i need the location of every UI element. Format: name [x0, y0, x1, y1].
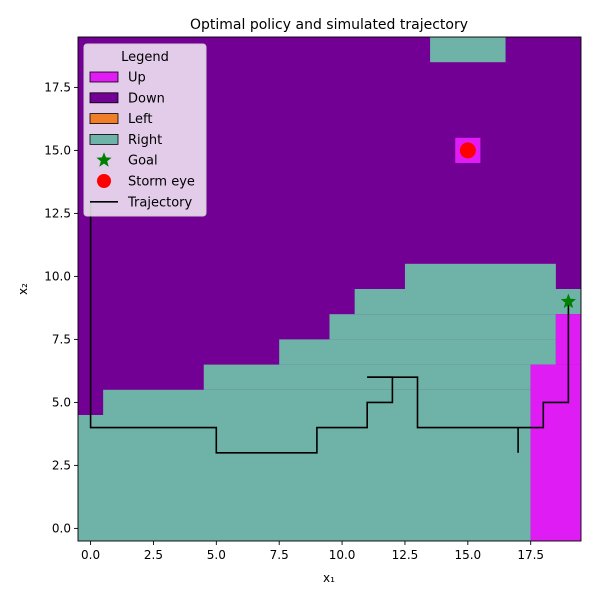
legend-label-down: Down — [128, 91, 165, 106]
y-tick-label: 17.5 — [44, 80, 71, 94]
legend-label-goal: Goal — [128, 154, 158, 169]
x-axis-label: x₁ — [323, 571, 335, 585]
y-tick-label: 0.0 — [52, 521, 71, 535]
chart-title: Optimal policy and simulated trajectory — [190, 17, 468, 33]
goal-marker — [560, 293, 576, 309]
x-tick-label: 10.0 — [329, 548, 356, 562]
x-tick-label: 12.5 — [392, 548, 419, 562]
policy-region-up-8 — [530, 364, 581, 541]
trajectory-segment-0 — [89, 200, 394, 454]
x-tick-label: 17.5 — [517, 548, 544, 562]
legend-swatch-right — [89, 133, 119, 145]
x-axis: 0.0 2.5 5.0 7.5 10.0 12.5 15.0 17.5 — [81, 541, 544, 562]
legend: Legend Up Down Left Right Goal Storm eye Trajec… — [83, 43, 207, 217]
legend-swatch-down — [89, 92, 119, 104]
legend-swatch-goal — [96, 152, 112, 167]
y-tick-label: 15.0 — [44, 143, 71, 157]
axes-frame — [77, 36, 582, 542]
legend-swatch-up — [89, 71, 119, 83]
x-tick-label: 15.0 — [454, 548, 481, 562]
legend-swatch-left — [89, 113, 119, 124]
legend-title: Legend — [121, 50, 169, 65]
y-axis-label: x₂ — [16, 283, 30, 295]
policy-region-right-4 — [329, 314, 556, 340]
x-tick-label: 2.5 — [144, 548, 163, 562]
legend-label-right: Right — [128, 133, 162, 148]
y-axis: 0.0 2.5 5.0 7.5 10.0 12.5 15.0 17.5 — [44, 80, 78, 535]
policy-region-right-7 — [430, 37, 506, 63]
policy-region-right-6 — [404, 263, 556, 289]
legend-label-storm-eye: Storm eye — [128, 175, 195, 190]
x-tick-label: 7.5 — [270, 548, 289, 562]
storm-eye-marker — [459, 142, 476, 159]
policy-region-right-1 — [103, 389, 531, 415]
trajectory-segment-1 — [367, 301, 570, 429]
y-tick-label: 10.0 — [44, 269, 71, 283]
x-tick-label: 0.0 — [81, 548, 100, 562]
legend-swatch-storm-eye — [97, 174, 111, 188]
x-tick-label: 5.0 — [207, 548, 226, 562]
y-tick-label: 7.5 — [52, 332, 71, 346]
policy-region-right-0 — [78, 415, 531, 541]
policy-region-right-5 — [354, 289, 581, 315]
legend-box — [83, 43, 207, 217]
legend-label-trajectory: Trajectory — [127, 195, 192, 210]
policy-region-right-3 — [279, 339, 556, 365]
y-tick-label: 12.5 — [44, 206, 71, 220]
y-tick-label: 2.5 — [52, 458, 71, 472]
legend-label-left: Left — [128, 112, 152, 127]
y-tick-label: 5.0 — [52, 395, 71, 409]
legend-label-up: Up — [128, 71, 146, 86]
